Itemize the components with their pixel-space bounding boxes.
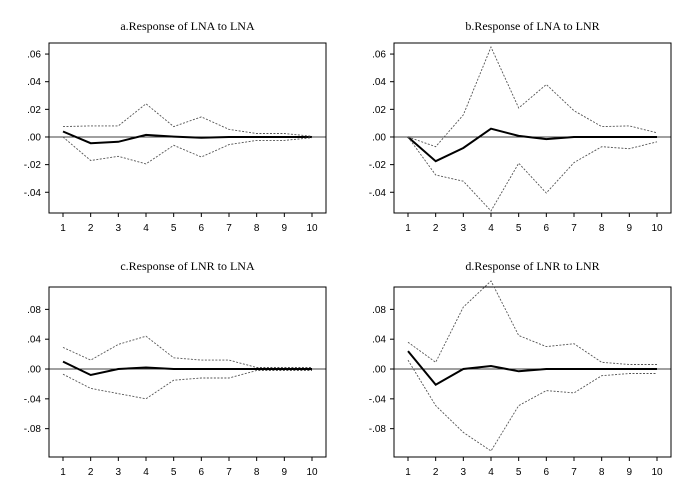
x-tick-label: 2	[88, 223, 94, 234]
x-tick-label: 9	[627, 223, 633, 234]
y-tick-label: .08	[27, 305, 41, 316]
plot-frame	[48, 42, 327, 214]
panel-4: d.Response of LNR to LNR .08 .04 .00 -.04 -.0…	[369, 259, 672, 478]
x-tick-label: 8	[254, 223, 260, 234]
x-tick-label: 7	[226, 223, 232, 234]
x-tick-label: 3	[116, 223, 122, 234]
series-lower-line	[62, 136, 313, 165]
x-tick-label: 2	[88, 467, 94, 478]
x-tick-label: 4	[143, 467, 149, 478]
series-response-line	[62, 130, 312, 145]
y-tick-label: .02	[372, 105, 386, 116]
x-tick-label: 8	[599, 467, 605, 478]
x-tick-label: 2	[433, 467, 439, 478]
x-tick-label: 6	[199, 223, 205, 234]
panel-title: c.Response of LNR to LNA	[120, 259, 255, 273]
x-tick-label: 10	[651, 467, 663, 478]
y-tick-label: -.08	[24, 424, 42, 435]
x-tick-label: 9	[282, 467, 288, 478]
plot-frame	[393, 286, 672, 458]
x-tick-label: 1	[60, 467, 66, 478]
plot-frame	[48, 286, 327, 458]
panel-title: a.Response of LNA to LNA	[120, 19, 255, 33]
panel-2: b.Response of LNA to LNR .06 .04 .02 .00 -.02…	[369, 19, 672, 234]
x-tick-label: 3	[461, 467, 467, 478]
x-tick-label: 10	[306, 467, 318, 478]
x-tick-label: 5	[171, 467, 177, 478]
y-tick-label: .00	[27, 132, 41, 143]
x-tick-label: 3	[116, 467, 122, 478]
y-tick-label: .00	[372, 365, 386, 376]
panel-title: b.Response of LNA to LNR	[465, 19, 599, 33]
x-tick-label: 5	[516, 467, 522, 478]
y-tick-label: -.04	[24, 394, 42, 405]
y-tick-label: -.04	[24, 188, 42, 199]
y-tick-label: .04	[27, 335, 41, 346]
x-tick-label: 7	[571, 467, 577, 478]
x-tick-label: 1	[405, 223, 411, 234]
y-tick-label: .04	[372, 335, 386, 346]
series-response-line	[407, 127, 657, 163]
y-tick-label: -.02	[369, 160, 387, 171]
series-upper-line	[407, 45, 658, 148]
x-tick-label: 6	[199, 467, 205, 478]
panel-3: c.Response of LNR to LNA .08 .04 .00 -.04 -.0…	[24, 259, 327, 478]
x-tick-label: 1	[60, 223, 66, 234]
x-tick-label: 8	[599, 223, 605, 234]
x-tick-label: 5	[171, 223, 177, 234]
y-tick-label: -.04	[369, 188, 387, 199]
y-tick-label: .06	[372, 50, 386, 61]
y-tick-label: .00	[27, 365, 41, 376]
series-response-line	[62, 360, 312, 377]
plot-frame	[393, 42, 672, 214]
x-tick-label: 5	[516, 223, 522, 234]
series-lower-line	[62, 370, 312, 400]
y-tick-label: .08	[372, 305, 386, 316]
x-tick-label: 2	[433, 223, 439, 234]
y-tick-label: -.04	[369, 394, 387, 405]
x-tick-label: 3	[461, 223, 467, 234]
x-tick-label: 8	[254, 467, 260, 478]
y-tick-label: -.08	[369, 424, 387, 435]
series-upper-line	[407, 280, 657, 365]
y-tick-label: .02	[27, 105, 41, 116]
x-tick-label: 7	[226, 467, 232, 478]
x-tick-label: 4	[488, 223, 494, 234]
y-tick-label: .04	[27, 77, 41, 88]
x-tick-label: 1	[405, 467, 411, 478]
series-lower-line	[407, 359, 657, 452]
x-tick-label: 4	[143, 223, 149, 234]
x-tick-label: 7	[571, 223, 577, 234]
x-tick-label: 9	[627, 467, 633, 478]
y-tick-label: .04	[372, 77, 386, 88]
series-upper-line	[62, 103, 313, 137]
series-upper-line	[62, 335, 312, 368]
y-tick-label: -.02	[24, 160, 42, 171]
x-tick-label: 6	[544, 467, 550, 478]
panel-1: a.Response of LNA to LNA .06 .04 .02 .00 -.02…	[24, 19, 327, 234]
x-tick-label: 6	[544, 223, 550, 234]
x-tick-label: 10	[306, 223, 318, 234]
series-response-line	[407, 350, 657, 386]
series-lower-line	[407, 136, 658, 212]
y-tick-label: .00	[372, 132, 386, 143]
panel-title: d.Response of LNR to LNR	[465, 259, 599, 273]
x-tick-label: 9	[282, 223, 288, 234]
y-tick-label: .06	[27, 50, 41, 61]
x-tick-label: 10	[651, 223, 663, 234]
x-tick-label: 4	[488, 467, 494, 478]
